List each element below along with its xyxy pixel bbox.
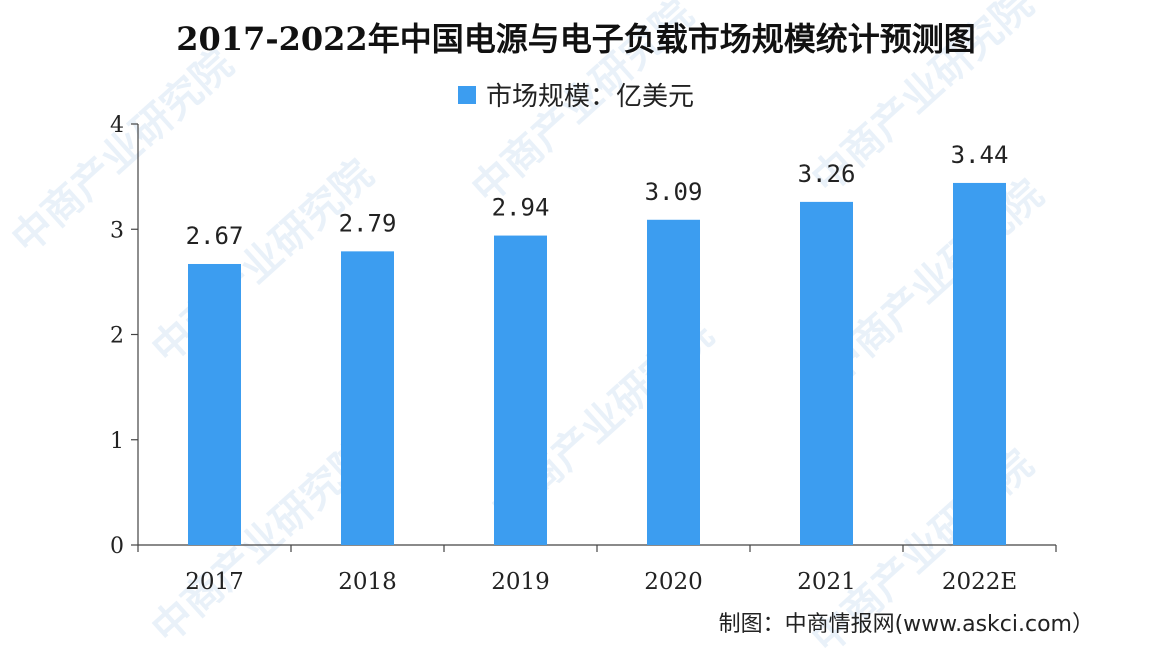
bar [494, 235, 547, 545]
x-tick-label: 2020 [644, 569, 703, 595]
legend-label: 市场规模：亿美元 [485, 82, 694, 112]
data-label: 3.26 [798, 160, 856, 188]
data-label: 2.94 [492, 194, 550, 222]
y-tick-label: 2 [110, 324, 124, 349]
chart-title: 2017-2022年中国电源与电子负载市场规模统计预测图 [176, 20, 976, 58]
bar [953, 182, 1006, 545]
x-tick-label: 2021 [797, 569, 856, 595]
x-tick-label: 2022E [942, 569, 1017, 595]
x-tick-label: 2017 [185, 569, 244, 595]
bar [800, 201, 853, 545]
y-tick-label: 0 [110, 534, 124, 559]
bar [188, 263, 241, 545]
data-label: 2.79 [339, 209, 397, 237]
data-label: 2.67 [186, 222, 244, 250]
bar [341, 251, 394, 546]
y-tick-label: 4 [110, 113, 124, 138]
source-credit: 制图：中商情报网(www.askci.com） [718, 612, 1094, 637]
x-tick-label: 2019 [491, 569, 550, 595]
y-tick-label: 3 [110, 218, 124, 243]
legend-swatch [457, 85, 476, 104]
y-tick-label: 1 [110, 429, 124, 454]
bar [647, 219, 700, 545]
data-label: 3.09 [645, 178, 703, 206]
x-tick-label: 2018 [338, 569, 397, 595]
data-label: 3.44 [951, 141, 1009, 169]
legend: 市场规模：亿美元 [0, 76, 1152, 113]
